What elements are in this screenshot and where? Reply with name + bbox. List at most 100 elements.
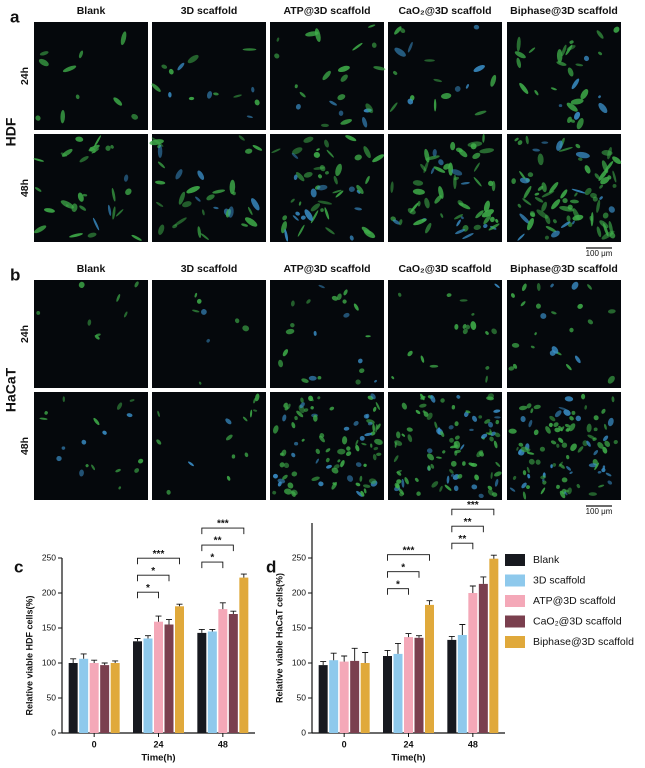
cell <box>376 452 382 456</box>
cell <box>111 188 116 202</box>
cell <box>583 55 590 62</box>
bar <box>89 663 99 733</box>
cell <box>357 358 363 364</box>
cell <box>556 61 567 66</box>
cell-line-label: HaCaT <box>3 367 19 412</box>
bar <box>79 658 89 733</box>
cell <box>354 207 362 211</box>
cell <box>401 478 405 488</box>
bar <box>164 624 174 733</box>
cell <box>182 201 192 208</box>
cell <box>462 233 474 240</box>
cell <box>551 230 560 238</box>
cell <box>597 470 602 474</box>
cell <box>306 299 311 304</box>
cell <box>449 469 454 474</box>
cell <box>318 481 324 487</box>
cell <box>558 407 567 411</box>
bar <box>228 614 238 733</box>
cell <box>253 409 258 412</box>
error-bar <box>362 652 369 663</box>
bar <box>154 621 163 733</box>
micrograph <box>34 22 148 130</box>
cell <box>603 223 609 237</box>
cell <box>337 448 346 455</box>
cell <box>471 484 478 490</box>
cell <box>556 49 563 63</box>
cell <box>566 45 576 51</box>
cell <box>568 423 576 432</box>
cell <box>440 213 444 218</box>
cell <box>316 184 328 191</box>
cell <box>282 474 288 480</box>
cell <box>446 475 450 484</box>
significance-bracket <box>387 588 409 595</box>
cell <box>61 446 66 450</box>
y-tick-label: 0 <box>301 727 306 737</box>
cell <box>473 162 480 172</box>
cell <box>233 94 242 98</box>
error-bar <box>112 660 119 663</box>
significance-bracket <box>137 557 180 565</box>
cell <box>478 415 483 419</box>
error-bar <box>91 659 98 663</box>
cell <box>601 468 606 473</box>
micrograph-background <box>152 280 266 388</box>
cell <box>607 417 614 427</box>
cell <box>138 458 144 464</box>
cell <box>607 309 616 314</box>
bar <box>318 665 328 733</box>
cell <box>116 293 121 302</box>
cell <box>494 416 501 419</box>
cell <box>430 167 435 175</box>
cell <box>581 393 586 400</box>
cell <box>540 487 546 495</box>
cell <box>450 141 456 151</box>
bar <box>197 632 207 733</box>
error-bar <box>416 635 422 638</box>
y-tick-label: 100 <box>292 657 306 667</box>
cell <box>91 464 96 471</box>
cell <box>192 309 200 313</box>
micrograph <box>270 22 386 130</box>
column-header: CaO₂@3D scaffold <box>398 263 491 275</box>
cell <box>456 219 461 227</box>
cell <box>372 423 376 433</box>
legend-swatch <box>505 636 525 648</box>
y-tick-label: 100 <box>42 657 56 667</box>
cell <box>562 198 568 204</box>
cell <box>518 405 528 411</box>
cell <box>325 457 330 463</box>
cell <box>79 469 84 477</box>
cell <box>519 82 529 94</box>
cell <box>489 428 493 436</box>
micrograph-background <box>270 392 384 500</box>
cell <box>479 148 494 154</box>
cell <box>473 177 482 187</box>
cell <box>367 422 373 426</box>
cell <box>77 192 84 202</box>
cell <box>85 464 89 468</box>
cell <box>518 442 524 447</box>
micrograph-background <box>34 280 148 388</box>
cell <box>468 462 475 466</box>
cell <box>446 293 452 297</box>
cell <box>465 84 469 89</box>
cell <box>550 464 553 469</box>
cell <box>363 463 367 467</box>
cell <box>355 379 361 385</box>
cell <box>470 321 477 330</box>
cell <box>528 419 533 428</box>
cell <box>238 135 245 141</box>
cell <box>487 489 494 496</box>
cell <box>584 405 588 410</box>
cell <box>596 199 601 213</box>
cell <box>520 446 529 453</box>
cell <box>324 207 330 220</box>
cell <box>569 199 579 204</box>
cell <box>342 299 347 304</box>
cell <box>310 203 321 212</box>
cell <box>241 223 248 227</box>
cell <box>483 223 488 229</box>
cell <box>571 410 576 415</box>
